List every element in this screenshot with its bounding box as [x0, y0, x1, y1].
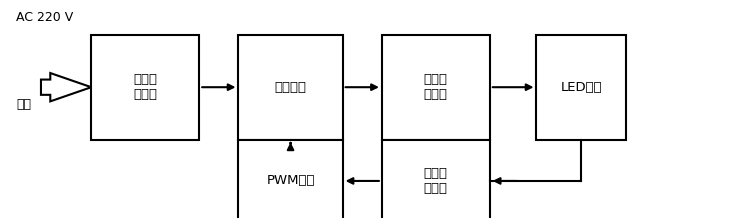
Text: LED负载: LED负载: [560, 81, 602, 94]
FancyBboxPatch shape: [91, 35, 200, 140]
Text: AC 220 V: AC 220 V: [16, 11, 74, 24]
FancyBboxPatch shape: [238, 35, 343, 140]
FancyBboxPatch shape: [381, 35, 490, 140]
Text: 输出滤
波电路: 输出滤 波电路: [424, 73, 448, 101]
FancyBboxPatch shape: [238, 140, 343, 218]
FancyBboxPatch shape: [536, 35, 626, 140]
FancyBboxPatch shape: [381, 140, 490, 218]
Text: 开关器件: 开关器件: [275, 81, 306, 94]
Text: 输入整
流滤波: 输入整 流滤波: [133, 73, 157, 101]
Text: 输入: 输入: [16, 98, 31, 111]
Text: PWM控制: PWM控制: [266, 174, 315, 187]
Polygon shape: [41, 73, 91, 101]
Text: 被控信
号采样: 被控信 号采样: [424, 167, 448, 195]
